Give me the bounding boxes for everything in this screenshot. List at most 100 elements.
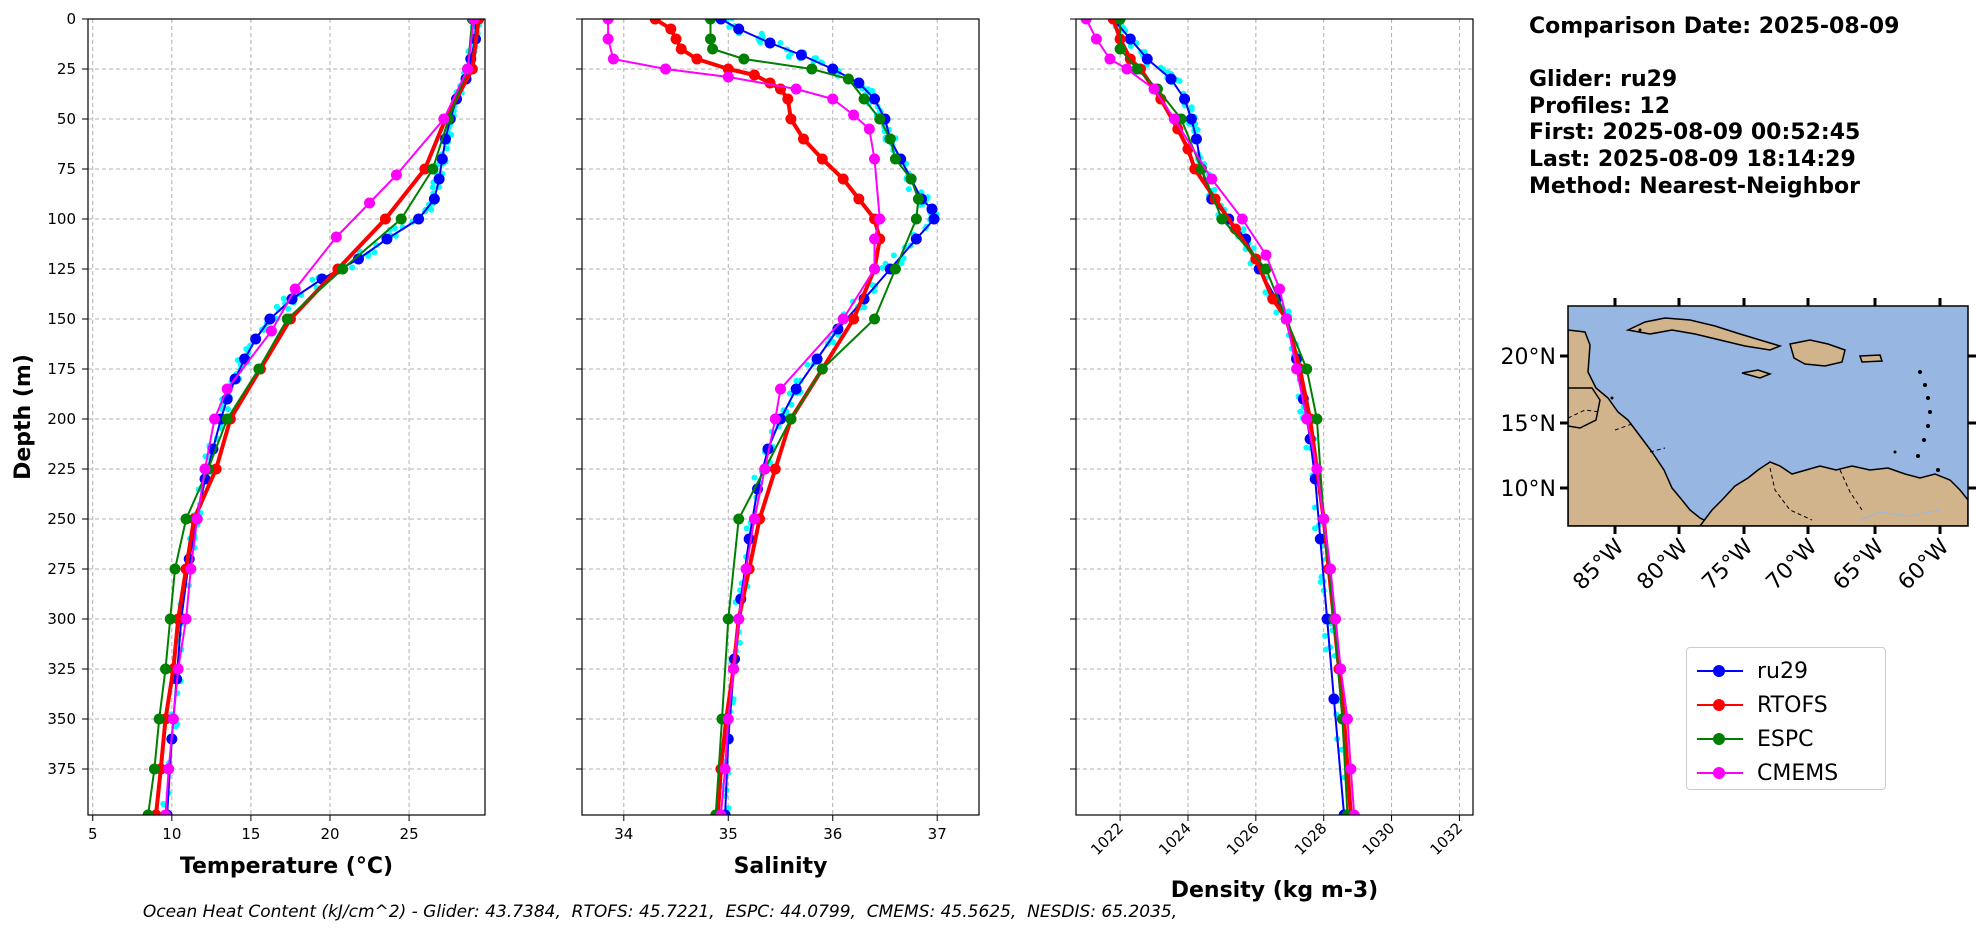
scatter-point <box>804 361 811 368</box>
data-point <box>1260 263 1272 275</box>
panel-3: 1022 1024 1026 1028 1030 1032 Density (kg m-3) <box>1070 18 1474 903</box>
scatter-point <box>890 252 897 259</box>
data-point <box>1124 33 1136 45</box>
scatter-profiles <box>160 21 483 808</box>
data-point <box>1260 249 1272 261</box>
scatter-point <box>1311 504 1318 511</box>
data-point <box>740 563 752 575</box>
scatter-point <box>777 40 784 47</box>
data-point <box>253 363 265 375</box>
scatter-point <box>736 639 743 646</box>
scatter-point <box>758 30 765 37</box>
map-lat-label: 10°N <box>1501 477 1556 502</box>
panel-2: 34 35 36 37 Salinity <box>576 18 980 879</box>
map-lon-label: 85°W <box>1569 534 1630 595</box>
data-point <box>910 213 922 225</box>
legend: ru29 RTOFS ESPC CMEMS <box>1686 647 1886 790</box>
data-point <box>462 63 474 75</box>
data-point <box>837 173 849 185</box>
data-point <box>180 513 192 525</box>
y-ticks <box>1070 18 1076 770</box>
x-ticks: 34 35 36 37 <box>614 815 947 843</box>
x-tick-label: 1028 <box>1291 819 1331 859</box>
x-tick-label: 5 <box>88 825 98 843</box>
data-point <box>264 313 276 325</box>
series-cmems <box>1080 19 1360 815</box>
data-point <box>210 463 222 475</box>
data-point <box>364 197 376 209</box>
y-ticks: 0 25 50 75 100 125 150 175 200 225 250 275 300 325 350… <box>47 10 88 778</box>
legend-item-rtofs: RTOFS <box>1697 688 1875 722</box>
series-line <box>164 19 475 815</box>
map-lon-label: 80°W <box>1633 534 1694 595</box>
data-point <box>1148 83 1160 95</box>
scatter-point <box>172 723 179 730</box>
scatter-point <box>280 295 287 302</box>
data-point <box>239 353 251 365</box>
y-axis-label: Depth (m) <box>11 354 36 480</box>
data-point <box>1080 19 1092 25</box>
grid <box>88 18 485 815</box>
data-point <box>1345 763 1357 775</box>
scatter-point <box>1127 43 1134 50</box>
series-line <box>720 19 936 815</box>
scatter-point <box>729 19 735 22</box>
data-point <box>869 233 881 245</box>
legend-swatch <box>1697 697 1743 713</box>
data-point <box>191 513 203 525</box>
scatter-point <box>309 276 316 283</box>
legend-label: ESPC <box>1757 726 1814 752</box>
data-point <box>733 23 745 35</box>
data-point <box>733 513 745 525</box>
data-point <box>1206 173 1218 185</box>
x-tick-label: 1030 <box>1359 819 1399 859</box>
data-point <box>785 413 797 425</box>
data-point <box>413 213 425 225</box>
info-panel: Comparison Date: 2025-08-09 Glider: ru29… <box>1529 14 1899 200</box>
y-ticks <box>576 18 582 770</box>
y-tick-label: 125 <box>47 260 76 278</box>
data-point <box>289 283 301 295</box>
data-point <box>1341 713 1353 725</box>
scatter-point <box>1297 408 1304 415</box>
scatter-point <box>757 39 764 46</box>
y-tick-label: 350 <box>47 710 76 728</box>
scatter-point <box>428 206 435 213</box>
data-point <box>715 19 727 25</box>
scatter-point <box>1188 106 1195 113</box>
series-ru29 <box>715 19 940 815</box>
data-point <box>419 163 431 175</box>
series-line <box>154 19 481 815</box>
legend-swatch <box>1697 731 1743 747</box>
data-point <box>769 463 781 475</box>
legend-item-espc: ESPC <box>1697 722 1875 756</box>
scatter-point <box>898 260 905 267</box>
data-point <box>869 313 881 325</box>
y-tick-label: 25 <box>57 60 76 78</box>
panel-1: 5 10 15 20 250255075100125150175200225250275… <box>11 10 486 879</box>
data-point <box>395 213 407 225</box>
scatter-point <box>225 406 232 413</box>
x-ticks: 5 10 15 20 25 <box>88 815 419 843</box>
data-point <box>842 73 854 85</box>
scatter-point <box>160 801 167 808</box>
data-point <box>160 809 172 815</box>
data-point <box>390 169 402 181</box>
y-tick-label: 150 <box>47 310 76 328</box>
legend-swatch <box>1697 765 1743 781</box>
legend-item-cmems: CMEMS <box>1697 756 1875 790</box>
data-point <box>1121 63 1133 75</box>
data-point <box>889 153 901 165</box>
scatter-point <box>869 87 876 94</box>
data-point <box>1131 63 1143 75</box>
data-point <box>337 263 349 275</box>
y-tick-label: 175 <box>47 360 76 378</box>
comparison-date: Comparison Date: 2025-08-09 <box>1529 14 1900 39</box>
x-tick-label: 37 <box>928 825 947 843</box>
data-point <box>816 363 828 375</box>
scatter-point <box>786 390 793 397</box>
scatter-point <box>365 253 372 260</box>
scatter-point <box>788 401 795 408</box>
data-point <box>1172 123 1184 135</box>
data-point <box>827 93 839 105</box>
